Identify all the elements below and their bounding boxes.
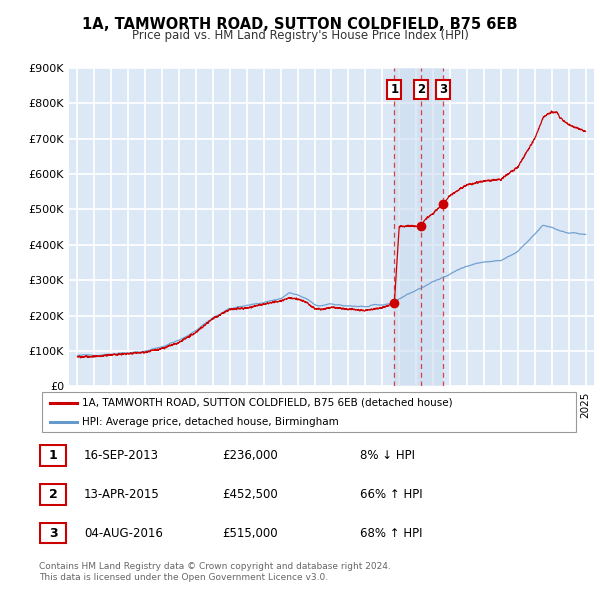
Text: Price paid vs. HM Land Registry's House Price Index (HPI): Price paid vs. HM Land Registry's House … (131, 30, 469, 42)
Text: 68% ↑ HPI: 68% ↑ HPI (360, 527, 422, 540)
Text: 8% ↓ HPI: 8% ↓ HPI (360, 449, 415, 462)
Text: 16-SEP-2013: 16-SEP-2013 (84, 449, 159, 462)
Text: 1: 1 (49, 449, 58, 462)
Text: 1: 1 (390, 83, 398, 96)
Text: 1A, TAMWORTH ROAD, SUTTON COLDFIELD, B75 6EB: 1A, TAMWORTH ROAD, SUTTON COLDFIELD, B75… (82, 17, 518, 32)
Text: 3: 3 (49, 527, 58, 540)
Text: 04-AUG-2016: 04-AUG-2016 (84, 527, 163, 540)
Text: 1A, TAMWORTH ROAD, SUTTON COLDFIELD, B75 6EB (detached house): 1A, TAMWORTH ROAD, SUTTON COLDFIELD, B75… (82, 398, 452, 408)
Text: Contains HM Land Registry data © Crown copyright and database right 2024.
This d: Contains HM Land Registry data © Crown c… (39, 562, 391, 582)
Text: HPI: Average price, detached house, Birmingham: HPI: Average price, detached house, Birm… (82, 417, 339, 427)
Text: 2: 2 (49, 488, 58, 501)
Text: 2: 2 (417, 83, 425, 96)
Text: 13-APR-2015: 13-APR-2015 (84, 488, 160, 501)
Text: 66% ↑ HPI: 66% ↑ HPI (360, 488, 422, 501)
Text: £452,500: £452,500 (222, 488, 278, 501)
FancyBboxPatch shape (42, 392, 576, 432)
Text: 3: 3 (439, 83, 447, 96)
Text: £515,000: £515,000 (222, 527, 278, 540)
Text: £236,000: £236,000 (222, 449, 278, 462)
Bar (394, 68, 443, 386)
